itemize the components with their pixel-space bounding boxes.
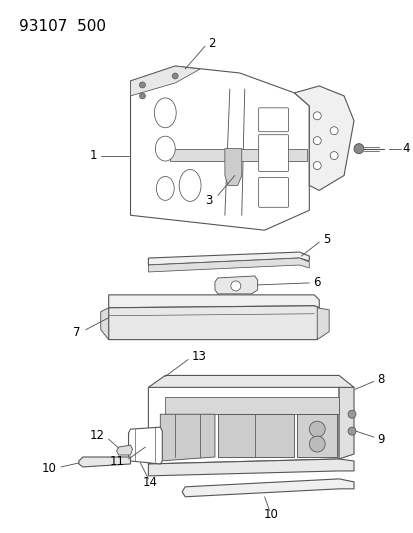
Polygon shape	[148, 375, 353, 397]
Circle shape	[330, 151, 337, 159]
Text: 10: 10	[263, 508, 278, 521]
Polygon shape	[165, 397, 338, 414]
Circle shape	[139, 93, 145, 99]
Polygon shape	[130, 66, 309, 230]
Polygon shape	[130, 66, 199, 96]
Ellipse shape	[155, 136, 175, 161]
Circle shape	[313, 112, 320, 120]
Text: 13: 13	[192, 350, 206, 363]
Text: 4: 4	[402, 142, 409, 155]
Text: 8: 8	[376, 373, 383, 386]
Text: 2: 2	[207, 37, 215, 50]
Polygon shape	[297, 414, 336, 457]
Text: 5: 5	[323, 232, 330, 246]
FancyBboxPatch shape	[258, 135, 288, 172]
Polygon shape	[100, 308, 108, 340]
Circle shape	[139, 82, 145, 88]
FancyBboxPatch shape	[258, 108, 288, 132]
Polygon shape	[338, 387, 353, 459]
Polygon shape	[108, 306, 318, 340]
Polygon shape	[148, 252, 309, 265]
Circle shape	[230, 281, 240, 291]
Polygon shape	[108, 295, 318, 308]
Circle shape	[347, 427, 355, 435]
Ellipse shape	[154, 98, 176, 128]
Ellipse shape	[179, 169, 201, 201]
FancyBboxPatch shape	[258, 177, 288, 207]
Polygon shape	[182, 479, 353, 497]
Text: 14: 14	[142, 477, 157, 489]
Polygon shape	[128, 427, 162, 464]
Polygon shape	[148, 459, 353, 476]
Polygon shape	[160, 414, 214, 461]
Polygon shape	[148, 387, 338, 464]
Circle shape	[353, 144, 363, 154]
Text: 11: 11	[109, 456, 124, 469]
Polygon shape	[148, 429, 160, 464]
Circle shape	[309, 436, 325, 452]
Circle shape	[330, 127, 337, 135]
Text: 10: 10	[42, 463, 57, 475]
Polygon shape	[78, 457, 130, 467]
Polygon shape	[170, 149, 306, 160]
Polygon shape	[148, 258, 309, 272]
Circle shape	[313, 136, 320, 144]
Circle shape	[347, 410, 355, 418]
Polygon shape	[294, 86, 353, 190]
Circle shape	[309, 421, 325, 437]
Polygon shape	[217, 414, 294, 457]
Polygon shape	[116, 445, 132, 455]
Text: 6: 6	[313, 277, 320, 289]
Text: 7: 7	[73, 326, 81, 339]
Text: 1: 1	[89, 149, 97, 162]
Circle shape	[172, 73, 178, 79]
Polygon shape	[214, 276, 257, 294]
Text: 12: 12	[90, 429, 104, 442]
Ellipse shape	[156, 176, 174, 200]
Text: 93107  500: 93107 500	[19, 19, 106, 34]
Circle shape	[313, 161, 320, 169]
Text: 9: 9	[376, 433, 383, 446]
Polygon shape	[316, 308, 328, 340]
Polygon shape	[224, 149, 241, 185]
Text: 3: 3	[205, 194, 212, 207]
